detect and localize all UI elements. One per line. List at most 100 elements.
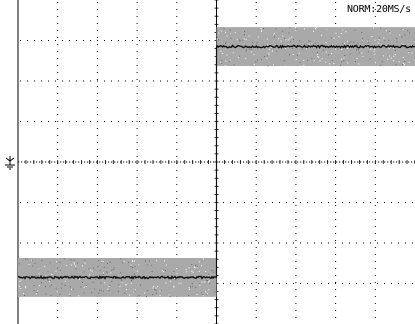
grid-dot	[111, 80, 112, 82]
grid-dot	[181, 202, 182, 203]
noise-speckle	[57, 267, 59, 269]
noise-speckle	[30, 259, 32, 261]
grid-dot	[374, 289, 376, 290]
noise-speckle	[33, 290, 35, 292]
grid-dot	[384, 242, 385, 244]
noise-speckle	[260, 30, 262, 32]
noise-speckle	[404, 63, 406, 65]
grid-dot	[335, 275, 337, 276]
grid-dot	[90, 40, 91, 41]
grid-dot	[335, 205, 337, 206]
grid-dot	[202, 202, 203, 203]
noise-speckle	[349, 44, 351, 46]
noise-speckle	[403, 65, 405, 67]
grid-dot	[255, 86, 257, 87]
noise-speckle	[214, 291, 216, 293]
noise-speckle	[248, 35, 250, 37]
grid-dot	[230, 242, 231, 244]
grid-dot	[176, 107, 178, 108]
grid-dot	[176, 58, 178, 59]
noise-speckle	[295, 29, 297, 31]
grid-dot	[255, 240, 257, 241]
noise-speckle	[98, 292, 100, 294]
grid-dot	[96, 79, 98, 80]
grid-dot	[295, 128, 297, 129]
center-horizontal-axis-dot	[384, 161, 386, 163]
noise-speckle	[41, 282, 43, 284]
grid-dot	[374, 79, 376, 80]
grid-dot	[34, 242, 35, 244]
noise-speckle	[60, 278, 62, 280]
grid-dot	[41, 242, 42, 244]
noise-speckle	[208, 275, 210, 277]
center-horizontal-axis-dot	[390, 161, 392, 163]
noise-speckle	[325, 61, 327, 63]
grid-dot	[57, 135, 59, 136]
noise-speckle	[165, 282, 167, 284]
noise-speckle	[70, 259, 72, 261]
grid-dot	[176, 121, 178, 122]
grid-dot	[97, 202, 98, 203]
grid-dot	[295, 107, 297, 108]
noise-speckle	[273, 32, 275, 34]
noise-speckle	[32, 265, 34, 267]
noise-speckle	[173, 278, 175, 280]
grid-dot	[293, 80, 294, 82]
noise-speckle	[134, 290, 136, 292]
noise-speckle	[191, 286, 193, 288]
center-horizontal-axis-dot	[387, 161, 389, 163]
center-horizontal-axis-dot	[150, 161, 152, 163]
noise-speckle	[408, 61, 410, 63]
signal-trace	[17, 44, 415, 280]
noise-speckle	[189, 286, 191, 288]
grid-dot	[57, 142, 59, 143]
noise-speckle	[102, 272, 104, 274]
grid-dot	[132, 40, 133, 41]
grid-dot	[255, 100, 257, 101]
grid-dot	[57, 72, 59, 73]
noise-speckle	[208, 273, 210, 275]
noise-speckle	[268, 54, 270, 56]
ground-marker-arrow	[5, 157, 15, 162]
center-horizontal-axis-dot	[201, 161, 203, 163]
center-horizontal-axis-dot	[354, 161, 356, 163]
noise-speckle	[20, 279, 22, 281]
grid-dot	[314, 283, 315, 284]
grid-dot	[96, 86, 98, 87]
center-horizontal-axis-dot	[234, 161, 236, 163]
noise-speckle	[387, 58, 389, 60]
noise-speckle	[362, 55, 364, 57]
noise-speckle	[317, 54, 319, 56]
grid-dot	[160, 121, 161, 122]
grid-dot	[176, 30, 178, 31]
grid-dot	[136, 254, 138, 255]
noise-speckle	[287, 39, 289, 41]
grid-dot	[160, 80, 161, 82]
grid-dot	[230, 283, 231, 284]
center-horizontal-axis-dot	[45, 161, 47, 163]
noise-speckle	[268, 52, 270, 54]
grid-dot	[223, 242, 224, 244]
noise-speckle	[70, 264, 72, 266]
noise-speckle	[378, 39, 380, 41]
noise-speckle	[191, 264, 193, 266]
grid-dot	[295, 205, 297, 206]
noise-speckle	[303, 59, 305, 61]
noise-speckle	[152, 287, 154, 289]
grid-dot	[83, 202, 84, 203]
grid-dot	[90, 121, 91, 122]
noise-speckle	[361, 32, 363, 34]
grid-dot	[356, 121, 357, 122]
grid-dot	[335, 317, 337, 318]
noise-speckle	[337, 47, 339, 49]
noise-speckle	[267, 44, 269, 46]
grid-dot	[255, 317, 257, 318]
noise-speckle	[121, 262, 123, 264]
noise-speckle	[78, 295, 80, 297]
noise-speckle	[218, 32, 220, 34]
grid-dot	[69, 40, 70, 41]
grid-dot	[349, 80, 350, 82]
noise-speckle	[49, 285, 51, 287]
center-horizontal-axis-dot	[243, 161, 245, 163]
noise-speckle	[245, 39, 247, 41]
